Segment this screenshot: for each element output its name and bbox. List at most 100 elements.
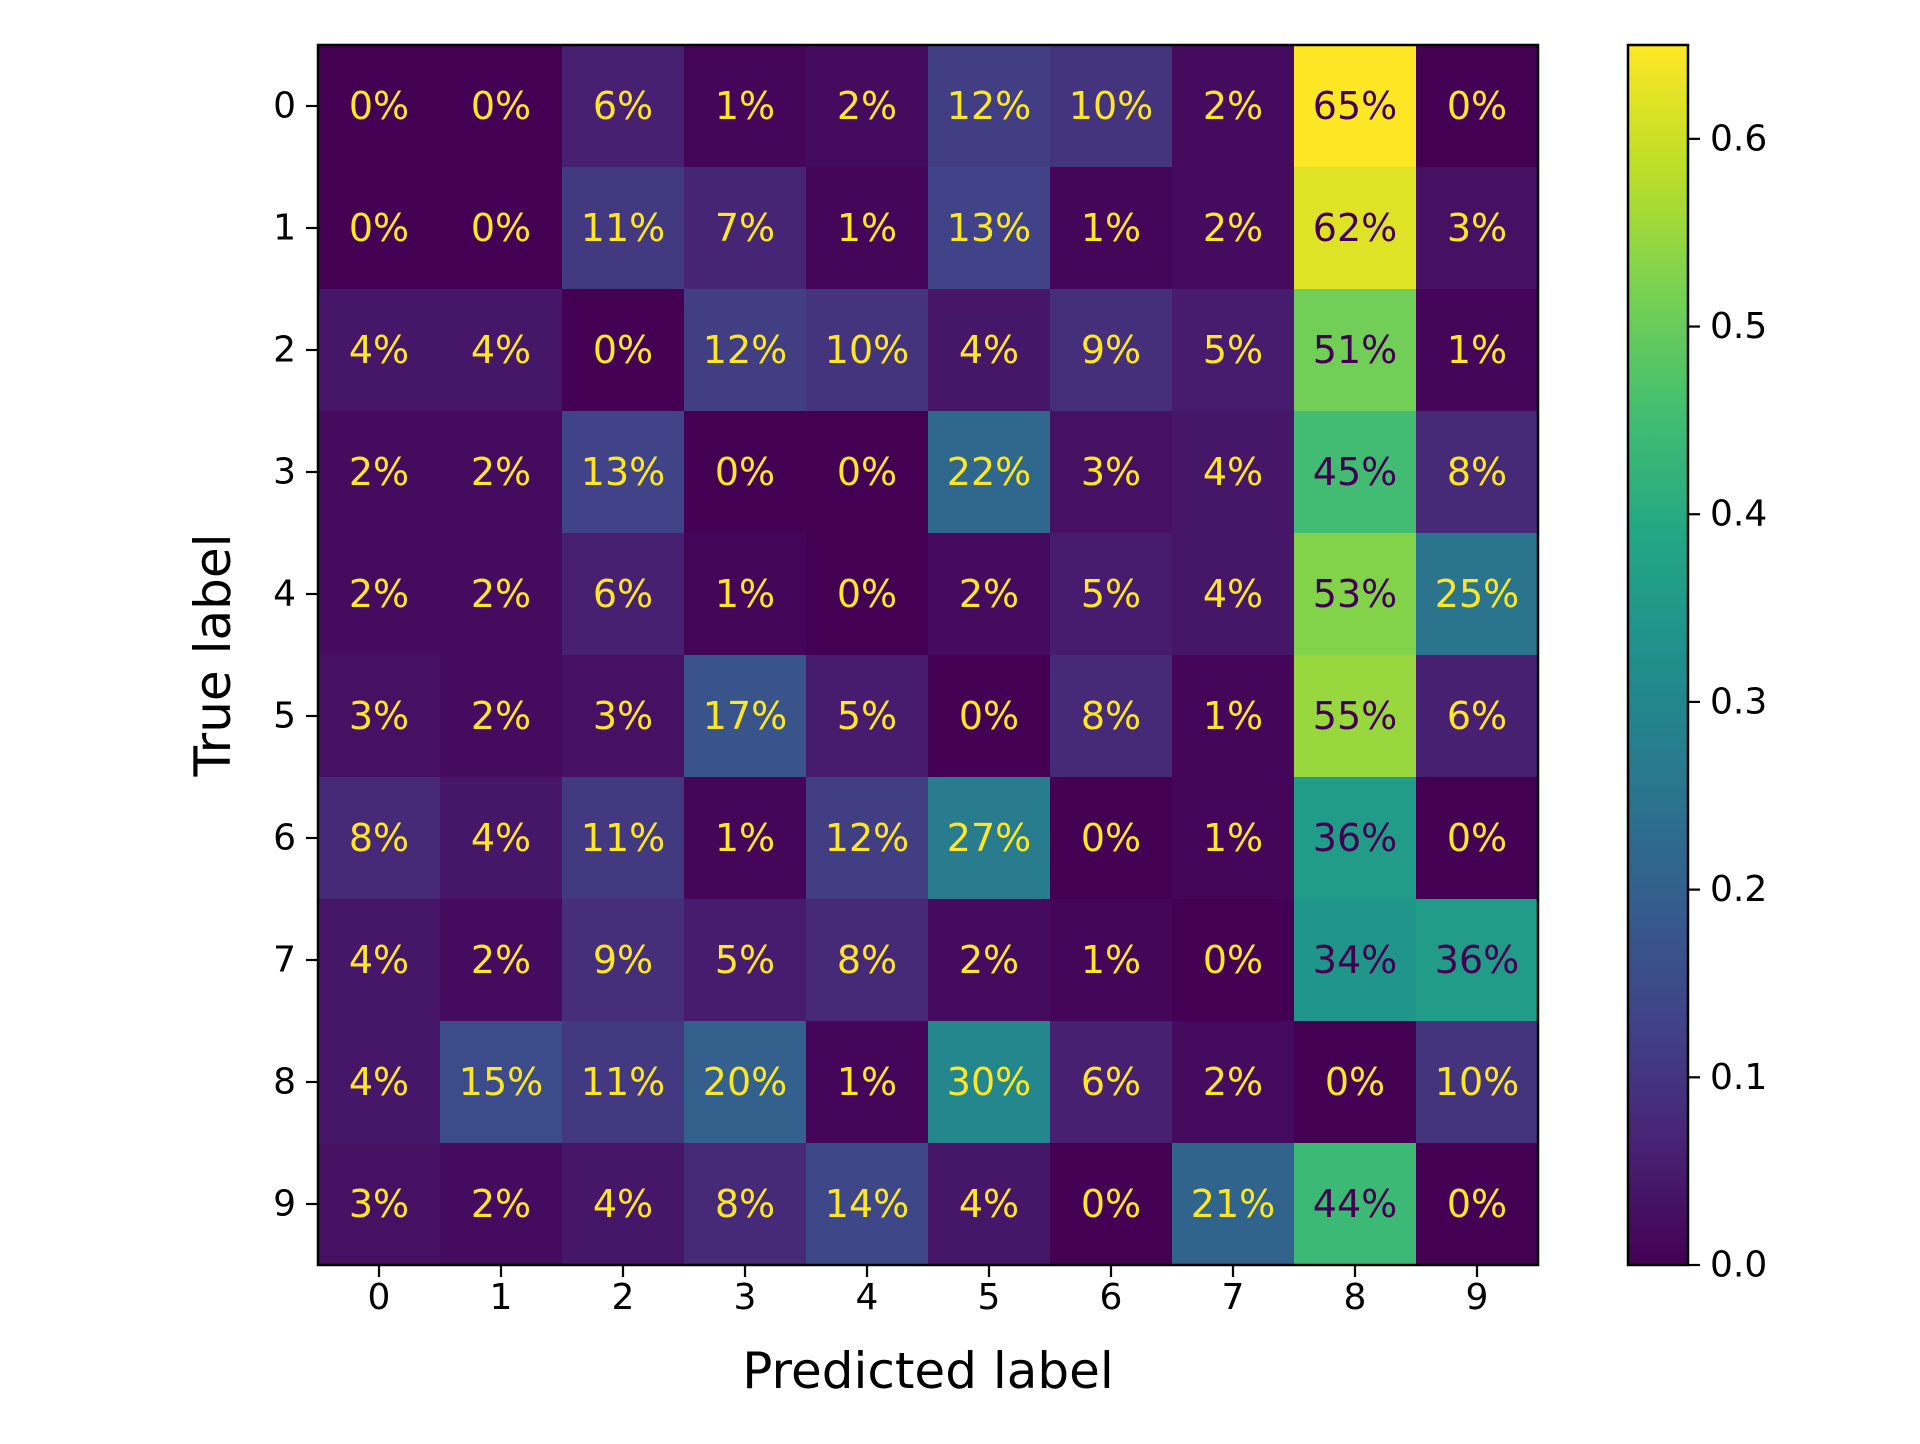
cell-value-label: 20% bbox=[703, 1060, 787, 1104]
heatmap-cell bbox=[562, 167, 685, 290]
heatmap-cell bbox=[562, 1143, 685, 1266]
cell-value-label: 6% bbox=[1081, 1060, 1141, 1104]
y-axis-label: True label bbox=[184, 533, 242, 777]
x-axis-label: Predicted label bbox=[742, 1342, 1114, 1400]
heatmap-cell bbox=[440, 899, 563, 1022]
heatmap-cell bbox=[318, 1021, 441, 1144]
heatmap-cell bbox=[1294, 899, 1417, 1022]
y-tick-label: 9 bbox=[273, 1184, 296, 1225]
heatmap-cell bbox=[684, 655, 807, 778]
cell-value-label: 11% bbox=[581, 816, 665, 860]
heatmap-cell bbox=[318, 1143, 441, 1266]
cell-value-label: 3% bbox=[349, 694, 409, 738]
heatmap-cell bbox=[928, 777, 1051, 900]
colorbar-tick-label: 0.3 bbox=[1710, 681, 1767, 722]
heatmap-cell bbox=[1294, 655, 1417, 778]
cell-value-label: 0% bbox=[593, 328, 653, 372]
cell-value-label: 13% bbox=[947, 206, 1031, 250]
heatmap-cell bbox=[562, 655, 685, 778]
heatmap-cell bbox=[684, 289, 807, 412]
cell-value-label: 1% bbox=[1447, 328, 1507, 372]
heatmap-cell bbox=[1172, 899, 1295, 1022]
x-tick-label: 3 bbox=[734, 1277, 757, 1318]
heatmap-cell bbox=[1050, 289, 1173, 412]
heatmap-cell bbox=[440, 289, 563, 412]
x-tick-label: 1 bbox=[490, 1277, 513, 1318]
cell-value-label: 36% bbox=[1313, 816, 1397, 860]
cell-value-label: 0% bbox=[959, 694, 1019, 738]
heatmap-cell bbox=[928, 1021, 1051, 1144]
heatmap-cell bbox=[1416, 777, 1539, 900]
heatmap-cell bbox=[1050, 167, 1173, 290]
cell-value-label: 0% bbox=[1081, 1182, 1141, 1226]
cell-value-label: 2% bbox=[471, 1182, 531, 1226]
heatmap-cell bbox=[1050, 45, 1173, 168]
cell-value-label: 5% bbox=[715, 938, 775, 982]
cell-value-label: 4% bbox=[471, 816, 531, 860]
cell-value-label: 65% bbox=[1313, 84, 1397, 128]
heatmap-cell bbox=[562, 533, 685, 656]
heatmap-cell bbox=[1294, 1143, 1417, 1266]
cell-value-label: 11% bbox=[581, 1060, 665, 1104]
heatmap-cell bbox=[1294, 533, 1417, 656]
heatmap-cell bbox=[562, 411, 685, 534]
heatmap-cell bbox=[684, 45, 807, 168]
heatmap-cell bbox=[1172, 777, 1295, 900]
heatmap-cell bbox=[806, 899, 929, 1022]
cell-value-label: 6% bbox=[593, 572, 653, 616]
cell-value-label: 1% bbox=[1081, 938, 1141, 982]
heatmap-cell bbox=[806, 289, 929, 412]
heatmap-cell bbox=[1172, 45, 1295, 168]
cell-value-label: 3% bbox=[1081, 450, 1141, 494]
x-tick-label: 4 bbox=[856, 1277, 879, 1318]
heatmap-cell bbox=[806, 777, 929, 900]
cell-value-label: 2% bbox=[1203, 84, 1263, 128]
heatmap-cell bbox=[1416, 45, 1539, 168]
colorbar-tick-label: 0.6 bbox=[1710, 118, 1767, 159]
plot-frame bbox=[316, 43, 1540, 1267]
cell-value-label: 0% bbox=[1447, 816, 1507, 860]
heatmap-cell bbox=[1294, 45, 1417, 168]
cell-value-label: 4% bbox=[1203, 450, 1263, 494]
heatmap-cell bbox=[806, 45, 929, 168]
heatmap-cell bbox=[440, 1143, 563, 1266]
cell-value-label: 2% bbox=[959, 572, 1019, 616]
heatmap-cell bbox=[928, 289, 1051, 412]
heatmap-cell bbox=[318, 899, 441, 1022]
cell-value-label: 55% bbox=[1313, 694, 1397, 738]
cell-value-label: 62% bbox=[1313, 206, 1397, 250]
cell-value-label: 30% bbox=[947, 1060, 1031, 1104]
x-tick-label: 2 bbox=[612, 1277, 635, 1318]
cell-value-label: 5% bbox=[1203, 328, 1263, 372]
heatmap-cell bbox=[440, 45, 563, 168]
cell-value-label: 3% bbox=[593, 694, 653, 738]
cell-value-label: 0% bbox=[1325, 1060, 1385, 1104]
heatmap-cell bbox=[1416, 1021, 1539, 1144]
heatmap-cell bbox=[1172, 1021, 1295, 1144]
heatmap-cell bbox=[806, 1021, 929, 1144]
cell-value-label: 15% bbox=[459, 1060, 543, 1104]
heatmap-cell bbox=[1416, 167, 1539, 290]
heatmap-cell bbox=[318, 45, 441, 168]
cell-value-label: 8% bbox=[715, 1182, 775, 1226]
cell-value-label: 0% bbox=[1081, 816, 1141, 860]
cell-value-label: 0% bbox=[1203, 938, 1263, 982]
cell-value-label: 13% bbox=[581, 450, 665, 494]
y-tick-label: 2 bbox=[273, 330, 296, 371]
heatmap-cell bbox=[928, 1143, 1051, 1266]
heatmap-cell bbox=[318, 777, 441, 900]
cell-value-label: 14% bbox=[825, 1182, 909, 1226]
heatmap-cell bbox=[440, 533, 563, 656]
heatmap-cell bbox=[806, 411, 929, 534]
cell-value-label: 2% bbox=[349, 572, 409, 616]
cell-value-label: 11% bbox=[581, 206, 665, 250]
heatmap-cell bbox=[1416, 533, 1539, 656]
y-tick-label: 8 bbox=[273, 1062, 296, 1103]
cell-value-label: 0% bbox=[1447, 84, 1507, 128]
heatmap-cell bbox=[562, 777, 685, 900]
heatmap-cell bbox=[928, 655, 1051, 778]
cell-value-label: 4% bbox=[959, 1182, 1019, 1226]
cell-value-label: 0% bbox=[471, 206, 531, 250]
heatmap-cell bbox=[1050, 411, 1173, 534]
